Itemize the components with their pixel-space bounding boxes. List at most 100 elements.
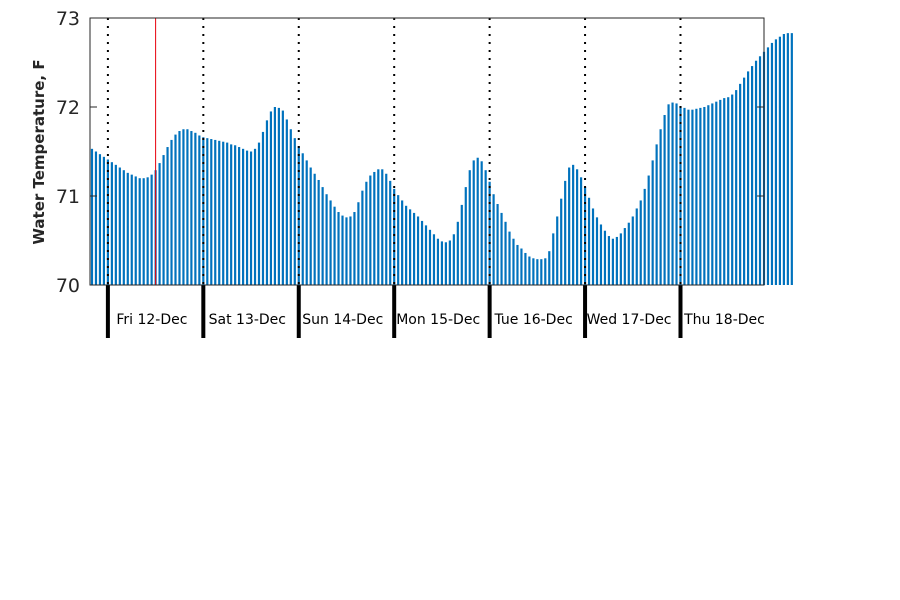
data-bar [420,220,424,285]
data-bar [643,188,646,285]
data-bar [655,144,658,285]
data-bar [591,208,595,285]
data-bar [134,176,137,285]
data-bar [667,104,670,285]
data-bar [341,215,344,285]
data-bar [731,94,734,285]
y-tick-label: 72 [56,97,80,119]
data-bar [448,240,451,285]
data-bar [568,167,571,285]
data-bar [500,212,503,285]
data-bar [544,258,547,285]
data-bar [750,66,754,285]
data-bar [377,169,380,285]
data-bar [524,252,527,285]
data-bar [401,200,404,285]
data-bar [647,175,650,285]
data-bar [715,101,718,285]
data-bar [222,141,225,285]
data-bar [790,33,793,285]
data-bar [492,194,495,285]
data-bar [393,188,396,285]
data-bar [774,39,778,285]
data-bar [719,99,722,285]
data-bar [198,135,201,285]
data-bar [297,146,300,285]
data-bar [357,202,360,285]
data-bar [186,129,189,285]
day-label: Thu 18-Dec [683,312,765,328]
day-label: Sun 14-Dec [302,312,383,328]
data-bar [623,228,626,285]
data-bar [337,212,340,285]
data-bar [512,238,515,285]
data-bar [619,233,622,285]
data-bar [747,71,750,286]
data-bar [452,234,455,285]
data-bar [230,144,233,285]
data-bar [317,179,320,285]
data-bar [428,229,432,285]
data-bar [122,170,125,285]
data-bar [210,139,213,285]
data-bar [556,216,559,285]
data-bar [257,142,261,285]
data-bar [349,216,352,285]
data-bar [460,204,463,285]
data-bar [456,221,459,285]
y-axis-label: Water Temperature, F [30,59,48,244]
data-bar [397,195,400,285]
data-bar [572,164,575,285]
day-label: Fri 12-Dec [116,312,187,328]
data-bar [496,204,499,285]
data-bar [540,259,543,285]
data-bar [381,169,384,285]
data-bar [786,33,789,285]
data-bar [436,238,440,285]
data-bar [289,129,292,285]
data-bar [194,132,197,285]
data-bar [118,167,121,285]
data-bar [146,177,149,285]
data-bar [520,248,523,285]
data-bar [269,111,273,285]
data-bar [416,216,420,285]
data-bar [758,56,762,285]
data-bar [158,163,161,285]
data-bar [663,115,666,285]
data-bar [178,131,181,285]
data-bar [190,131,193,285]
data-bar [476,157,479,285]
data-bar [305,160,308,285]
data-bar [412,212,416,285]
data-bar [285,119,288,286]
data-bar [651,160,654,285]
data-bar [182,129,185,285]
data-bar [166,147,169,285]
data-bar [98,154,102,285]
data-bar [488,181,491,285]
data-bar [90,148,94,285]
data-bar [552,233,555,285]
data-bar [126,172,129,285]
data-bar [711,103,714,285]
day-label: Wed 17-Dec [587,312,672,328]
data-bar [691,109,694,285]
data-bar [528,256,531,285]
data-bar [214,139,217,285]
data-bar [635,208,638,285]
data-bar [234,145,237,285]
data-bar [226,142,229,285]
data-bar [516,244,519,285]
data-bar [432,234,436,285]
data-bar [707,105,710,285]
data-bar [106,159,109,285]
data-bar [385,173,388,285]
data-bar [361,190,364,285]
data-bar [627,222,630,285]
data-bar [782,34,785,285]
data-bar [743,77,746,285]
data-bar [389,180,392,285]
data-bar [142,178,145,285]
data-bar [472,160,475,285]
